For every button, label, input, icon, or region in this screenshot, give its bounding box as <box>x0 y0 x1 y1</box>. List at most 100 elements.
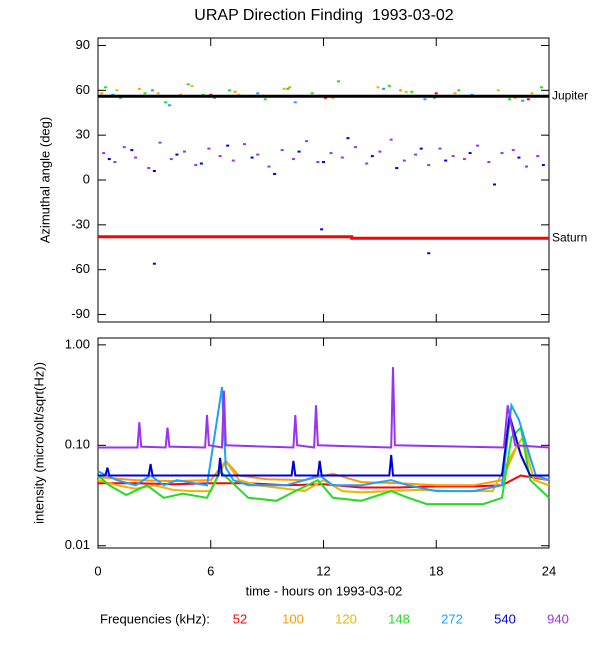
data-point <box>316 161 320 164</box>
data-point <box>267 165 271 168</box>
y-tick-label: -30 <box>71 216 90 231</box>
data-point <box>250 156 254 159</box>
data-point <box>233 90 237 93</box>
data-point <box>164 101 168 104</box>
data-point <box>107 158 111 161</box>
data-point <box>207 147 211 150</box>
y-axis-label: intensity (microvolt/sqrt(Hz)) <box>31 362 46 524</box>
chart-title: URAP Direction Finding 1993-03-02 <box>194 7 454 24</box>
data-point <box>457 89 461 92</box>
data-point <box>147 167 151 170</box>
data-point <box>427 164 431 167</box>
data-point <box>346 137 350 140</box>
data-point <box>130 149 134 152</box>
y-tick-label: 30 <box>76 127 90 142</box>
data-point <box>156 92 160 95</box>
data-point <box>231 159 235 162</box>
data-point <box>256 92 260 95</box>
data-point <box>143 92 147 95</box>
data-point <box>462 158 466 161</box>
data-point <box>521 99 525 102</box>
data-point <box>186 83 190 86</box>
data-point <box>134 156 138 159</box>
data-point <box>104 86 108 89</box>
data-point <box>389 138 393 141</box>
data-point <box>310 92 314 95</box>
series-line <box>98 414 549 477</box>
data-point <box>175 153 179 156</box>
data-point <box>102 152 106 155</box>
data-point <box>496 89 500 92</box>
data-point <box>322 161 325 164</box>
data-point <box>414 153 418 156</box>
data-point <box>387 84 391 87</box>
data-point <box>273 173 277 176</box>
data-point <box>152 262 156 265</box>
data-point <box>280 149 284 152</box>
data-point <box>524 165 528 168</box>
data-point <box>169 158 173 161</box>
top-frame <box>97 37 550 323</box>
data-point <box>113 161 117 164</box>
legend-entry: 940 <box>547 611 569 626</box>
data-point <box>376 86 380 89</box>
x-axis-label: time - hours on 1993-03-02 <box>246 583 403 598</box>
data-point <box>402 159 406 162</box>
data-point <box>511 149 515 152</box>
reference-line <box>98 235 549 240</box>
data-point <box>539 86 543 89</box>
data-point <box>444 159 448 162</box>
data-point <box>226 144 230 147</box>
data-point <box>337 80 341 83</box>
data-point <box>288 86 292 89</box>
data-point <box>404 90 408 93</box>
legend-entry: 540 <box>494 611 516 626</box>
data-point <box>378 150 382 153</box>
data-point <box>199 162 203 165</box>
data-point <box>451 155 455 158</box>
data-point <box>122 146 126 149</box>
data-point <box>493 183 497 186</box>
y-tick-label: 0 <box>83 171 90 186</box>
data-point <box>194 164 198 167</box>
y-tick-label: -60 <box>71 261 90 276</box>
data-point <box>487 161 491 164</box>
data-point <box>100 92 104 95</box>
data-point <box>395 167 399 170</box>
y-axis-label: Azimuthal angle (deg) <box>37 117 52 243</box>
legend-entry: 272 <box>441 611 463 626</box>
data-point <box>382 87 386 90</box>
series-line <box>98 367 550 449</box>
data-point <box>305 140 309 143</box>
data-point <box>476 144 480 147</box>
data-point <box>152 170 156 173</box>
y-tick-label: 90 <box>76 37 90 52</box>
data-point <box>468 152 472 155</box>
data-point <box>536 155 540 158</box>
y-tick-label: 60 <box>76 82 90 97</box>
x-tick-label: 12 <box>316 563 330 578</box>
data-point <box>190 84 194 87</box>
data-point <box>453 92 457 95</box>
data-point <box>541 164 545 167</box>
x-tick-label: 0 <box>94 563 101 578</box>
data-point <box>434 92 438 95</box>
data-point <box>167 104 171 107</box>
data-point <box>293 101 297 104</box>
series-line <box>97 425 550 506</box>
reference-label: Jupiter <box>552 88 588 102</box>
data-point <box>291 158 295 161</box>
series-line <box>97 434 550 494</box>
data-point <box>137 87 141 90</box>
data-point <box>263 98 267 101</box>
data-point <box>365 162 369 165</box>
data-point <box>508 98 512 101</box>
data-point <box>218 155 222 158</box>
data-point <box>353 146 357 149</box>
data-point <box>150 89 154 92</box>
data-point <box>115 89 119 92</box>
legend-title: Frequencies (kHz): <box>100 611 210 626</box>
data-point <box>243 143 247 146</box>
data-point <box>340 156 344 159</box>
